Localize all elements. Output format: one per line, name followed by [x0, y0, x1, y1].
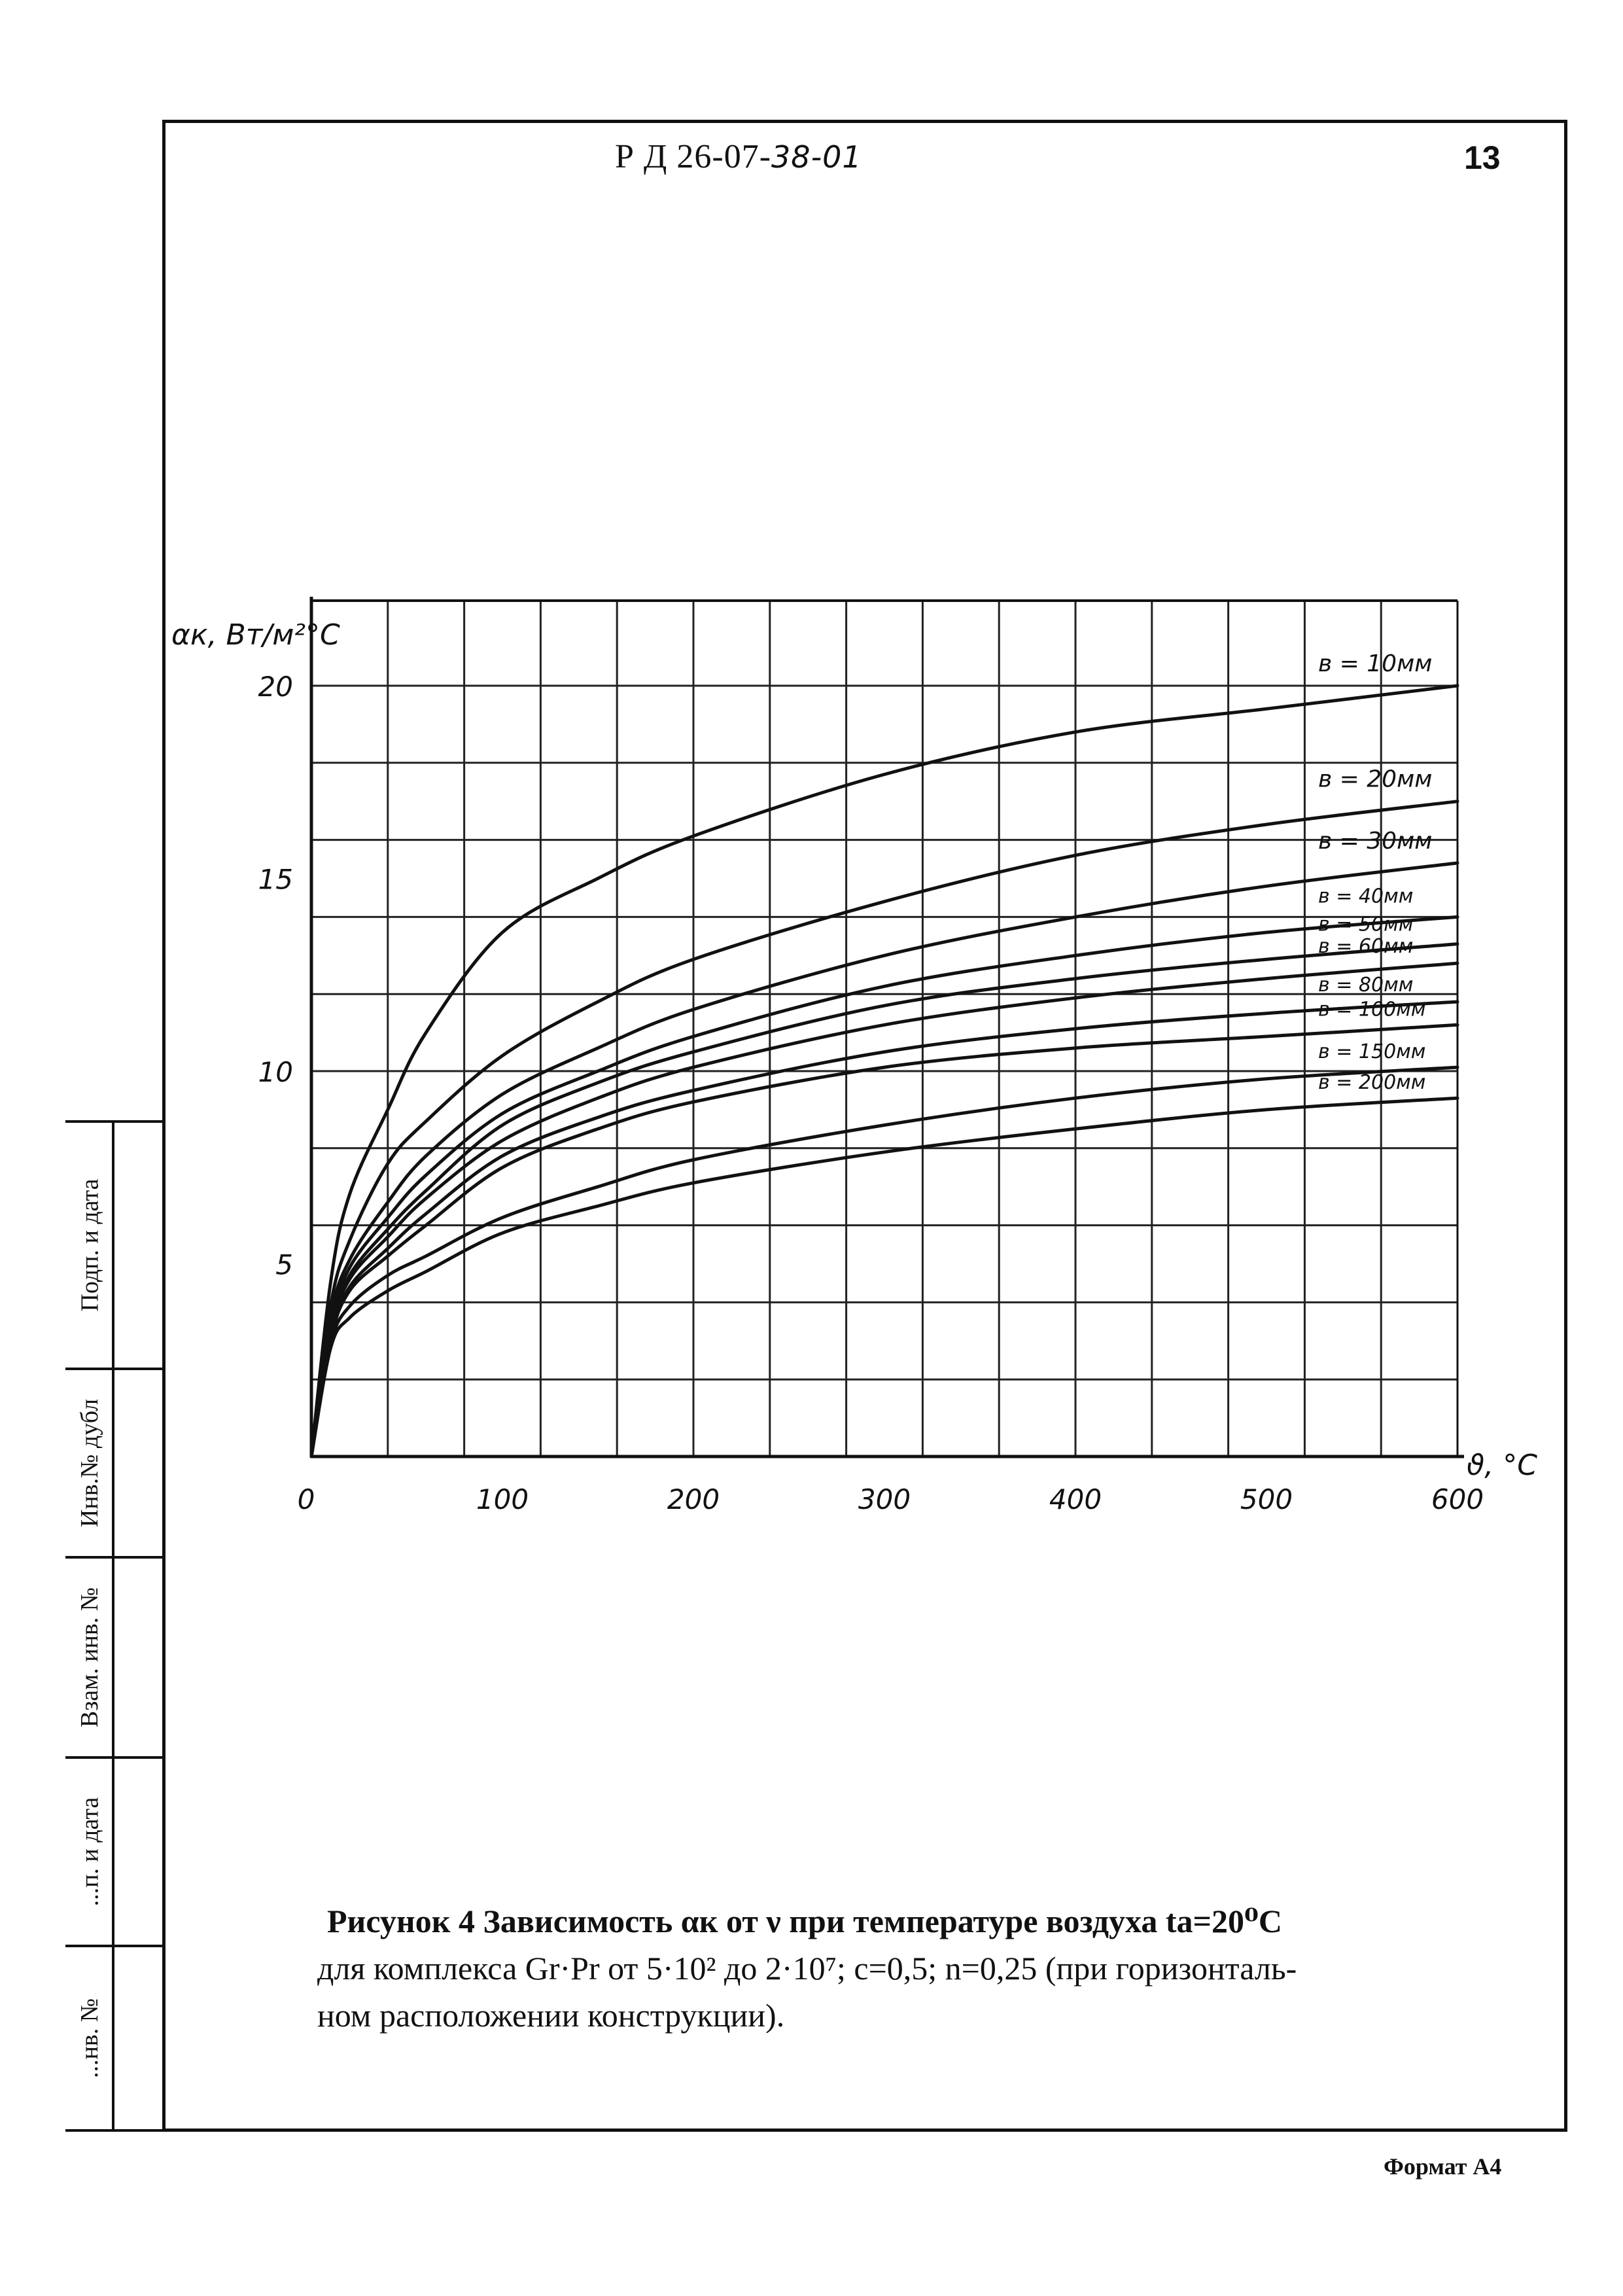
x-tick-label: 400 [1049, 1483, 1102, 1515]
series-label: в = 30мм [1318, 828, 1432, 855]
y-axis-label: αк, Вт/м²°С [171, 618, 340, 652]
x-tick-label: 500 [1240, 1483, 1293, 1515]
y-tick-label: 10 [258, 1056, 293, 1088]
x-tick-label: 0 [298, 1483, 315, 1515]
x-tick-label: 100 [476, 1483, 529, 1515]
y-tick-label: 20 [258, 671, 293, 703]
chart-grid [311, 601, 1457, 1457]
series-label: в = 60мм [1318, 935, 1413, 958]
series-label: в = 80мм [1318, 974, 1413, 997]
page-number: 13 [1464, 139, 1501, 176]
caption-line-2: для комплекса Gr·Pr от 5·10² до 2·10⁷; с… [317, 1950, 1297, 1987]
caption-line-3: ном расположении конструкции). [317, 1997, 785, 2034]
document-code-prefix: Р Д 26-07- [615, 138, 772, 175]
format-label: Формат А4 [1384, 2153, 1502, 2180]
series-label: в = 200мм [1318, 1071, 1425, 1094]
x-tick-label: 300 [858, 1483, 911, 1515]
page-frame [162, 120, 1567, 2132]
side-stamp-lines [65, 1120, 164, 2132]
x-axis-label: ϑ, °С [1467, 1449, 1537, 1482]
series-line [309, 915, 1459, 1458]
document-code: Р Д 26-07-38-01 [615, 137, 862, 176]
series-label: в = 100мм [1318, 998, 1425, 1021]
series-line [309, 861, 1459, 1458]
series-line [309, 684, 1459, 1458]
y-tick-label: 15 [258, 864, 293, 896]
figure-caption: Рисунок 4 Зависимость αк от ν при темпер… [317, 1898, 1495, 2039]
y-tick-label: 5 [275, 1249, 293, 1281]
side-stamp: Подп. и дата Инв.№ дубл Взам. инв. № ...… [65, 1120, 164, 2132]
series-line [309, 1065, 1459, 1458]
series-line [309, 961, 1459, 1458]
series-label: в = 10мм [1318, 650, 1432, 677]
series-label: в = 40мм [1318, 885, 1413, 908]
document-code-number: 38-01 [771, 139, 862, 175]
chart-series [309, 684, 1459, 1458]
caption-line-1: Рисунок 4 Зависимость αк от ν при темпер… [327, 1903, 1283, 1939]
series-label: в = 50мм [1318, 913, 1413, 936]
x-tick-label: 200 [667, 1483, 720, 1515]
series-line [309, 800, 1459, 1458]
chart-axes [309, 597, 1464, 1458]
series-line [309, 1000, 1459, 1458]
series-line [309, 1023, 1459, 1458]
series-line [309, 942, 1459, 1458]
x-tick-label: 600 [1431, 1483, 1484, 1515]
series-label: в = 20мм [1318, 766, 1432, 793]
series-line [309, 1096, 1459, 1458]
series-label: в = 150мм [1318, 1040, 1425, 1063]
